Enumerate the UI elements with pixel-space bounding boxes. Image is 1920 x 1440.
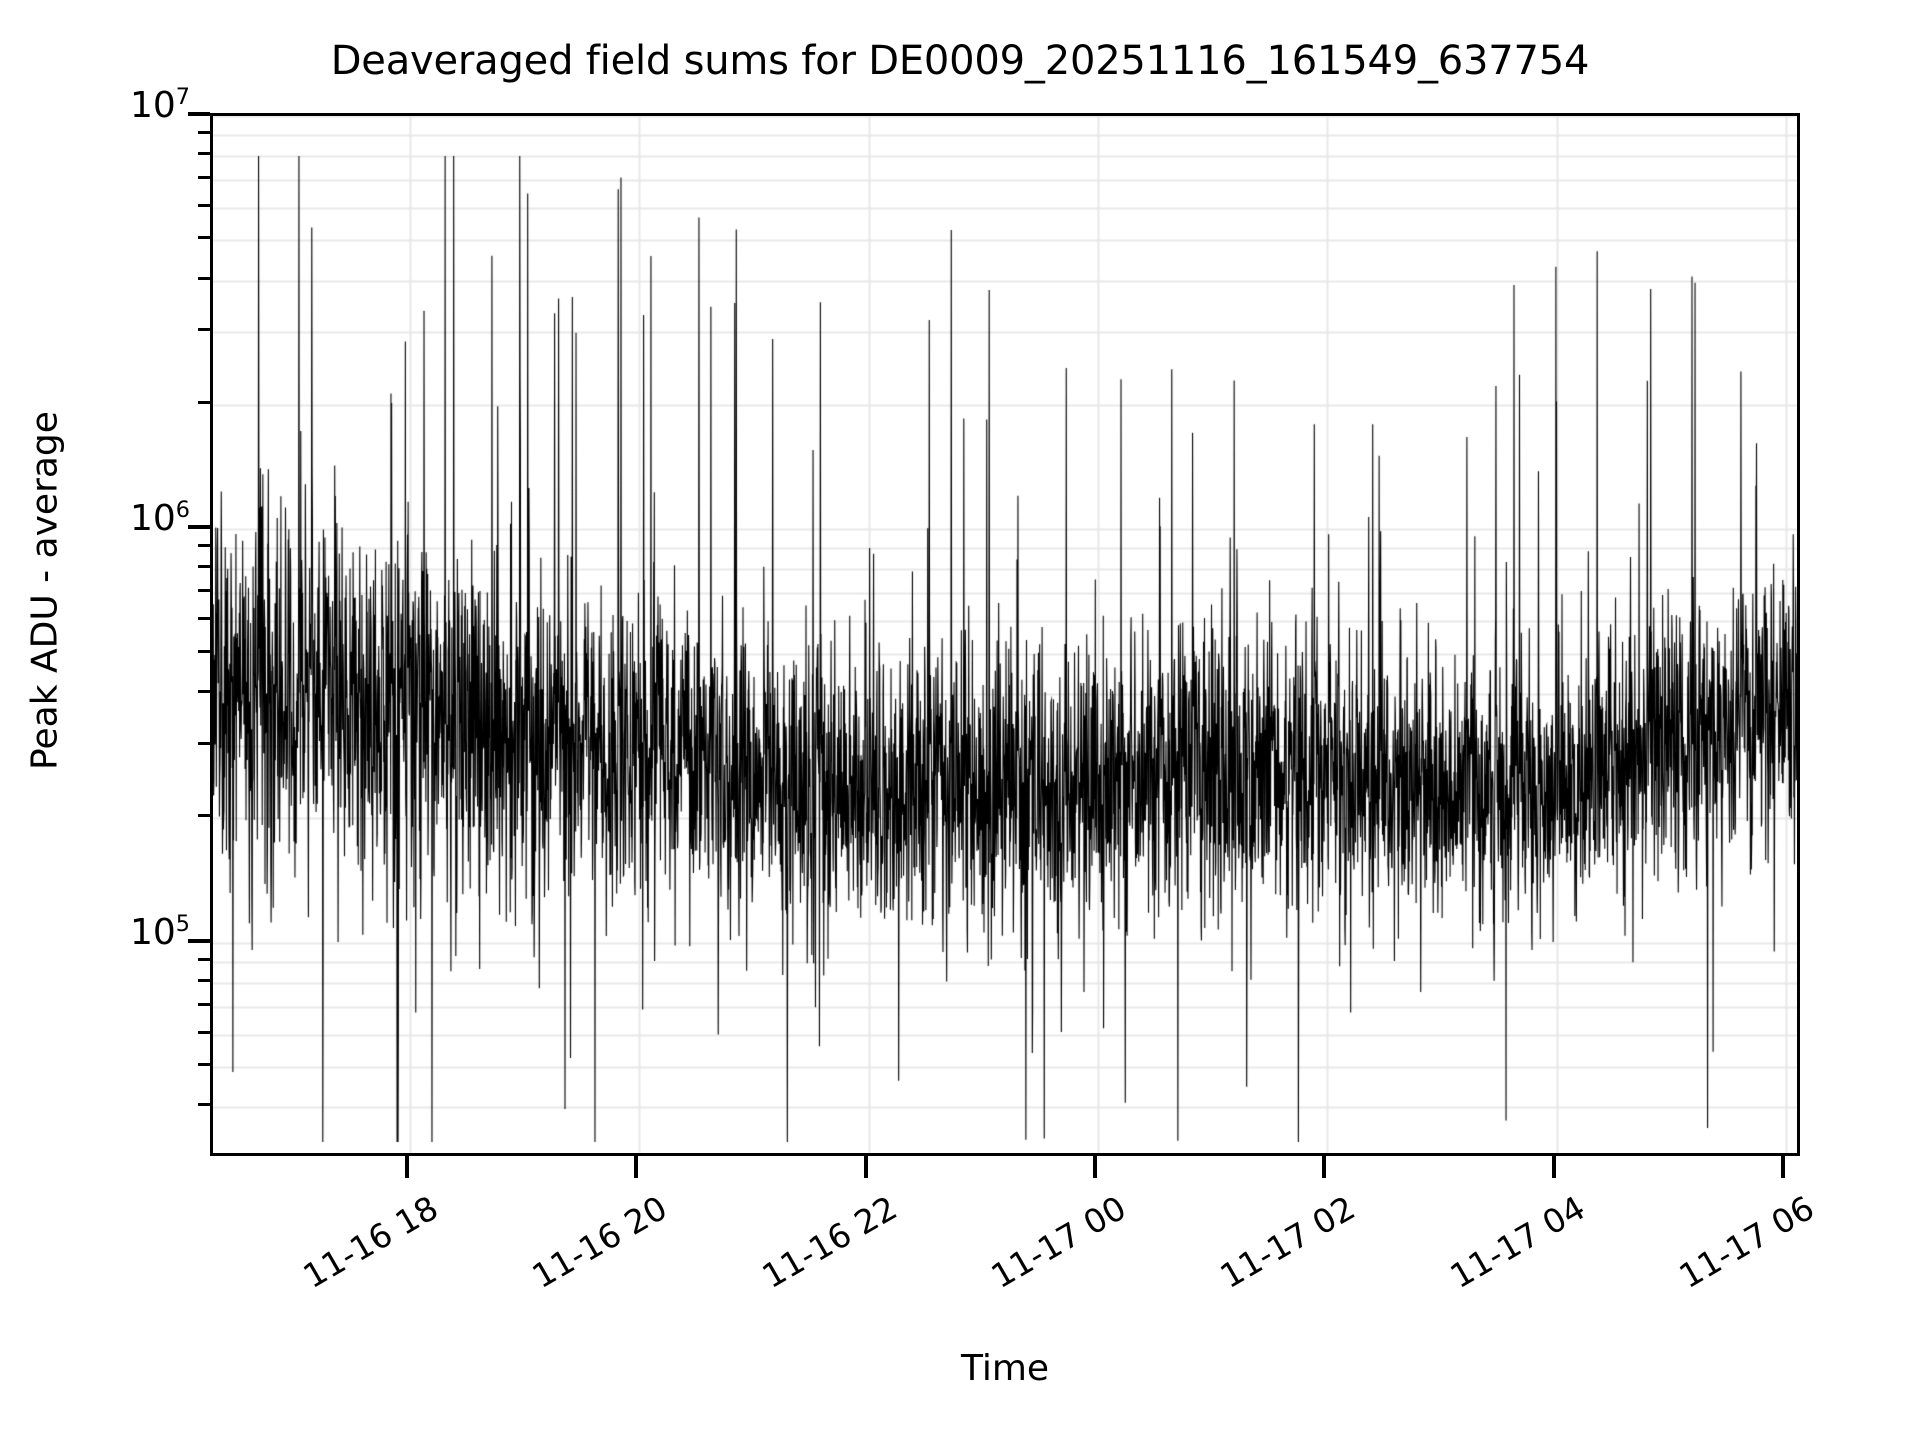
x-axis-tick-label: 11-17 04 <box>1443 1188 1592 1296</box>
plot-area <box>210 113 1800 1156</box>
y-axis-tick-mantissa: 10 <box>129 85 176 126</box>
y-axis-tick-label: 106 <box>129 498 190 540</box>
x-axis-tick-label: 11-16 22 <box>755 1188 904 1296</box>
y-axis-minor-tick <box>198 1063 210 1066</box>
y-axis-major-tick <box>188 524 210 529</box>
y-axis-minor-tick <box>198 814 210 817</box>
y-axis-minor-tick <box>198 979 210 982</box>
x-axis-major-tick <box>1552 1156 1556 1178</box>
y-axis-minor-tick <box>198 690 210 693</box>
x-axis-tick-label: 11-16 20 <box>525 1188 674 1296</box>
x-axis-major-tick <box>405 1156 409 1178</box>
y-axis-tick-exponent: 5 <box>175 910 190 937</box>
data-series-line <box>213 116 1797 1153</box>
x-axis-tick-label: 11-17 02 <box>1213 1188 1362 1296</box>
x-axis-tick-label: 11-17 00 <box>984 1188 1133 1296</box>
y-axis-minor-tick <box>198 589 210 592</box>
y-axis-minor-tick <box>198 236 210 239</box>
y-axis-minor-tick <box>198 1031 210 1034</box>
y-axis-minor-tick <box>198 131 210 134</box>
x-axis-major-tick <box>1093 1156 1097 1178</box>
y-axis-minor-tick <box>198 565 210 568</box>
y-axis-tick-exponent: 6 <box>175 497 190 524</box>
y-axis-tick-label: 105 <box>129 911 190 953</box>
y-axis-minor-tick <box>198 204 210 207</box>
y-axis-minor-tick <box>198 650 210 653</box>
y-axis-minor-tick <box>198 176 210 179</box>
y-axis-minor-tick <box>198 277 210 280</box>
y-axis-minor-tick <box>198 544 210 547</box>
y-axis-minor-tick <box>198 1103 210 1106</box>
x-axis-major-tick <box>864 1156 868 1178</box>
y-axis-minor-tick <box>198 958 210 961</box>
y-axis-major-tick <box>188 938 210 943</box>
y-axis-minor-tick <box>198 401 210 404</box>
y-axis-tick-mantissa: 10 <box>129 498 176 540</box>
x-axis-major-tick <box>1322 1156 1326 1178</box>
x-axis-label: Time <box>960 1348 1050 1389</box>
y-axis-tick-exponent: 7 <box>175 84 190 110</box>
y-axis-minor-tick <box>198 328 210 331</box>
x-axis-tick-label: 11-16 18 <box>296 1188 445 1296</box>
chart-title: Deaveraged field sums for DE0009_2025111… <box>330 38 1590 84</box>
y-axis-minor-tick <box>198 742 210 745</box>
y-axis-label: Peak ADU - average <box>24 411 66 770</box>
x-axis-major-tick <box>1781 1156 1785 1178</box>
x-axis-tick-label: 11-17 06 <box>1672 1188 1821 1296</box>
y-axis-minor-tick <box>198 617 210 620</box>
y-axis-minor-tick <box>198 1003 210 1006</box>
x-axis-major-tick <box>634 1156 638 1178</box>
y-axis-tick-mantissa: 10 <box>129 911 176 953</box>
y-axis-tick-label: 107 <box>129 85 190 126</box>
y-axis-minor-tick <box>198 152 210 155</box>
y-axis-major-tick <box>188 111 210 116</box>
